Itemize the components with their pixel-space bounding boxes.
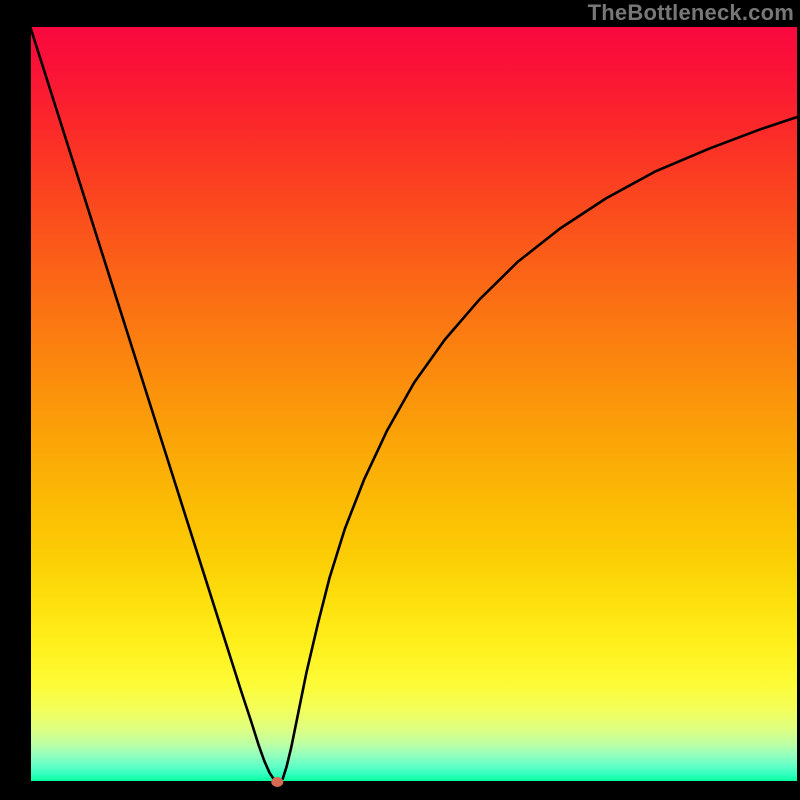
current-point-marker <box>271 777 283 787</box>
chart-background <box>30 26 798 782</box>
watermark-text: TheBottleneck.com <box>588 0 794 26</box>
bottleneck-chart <box>0 0 800 800</box>
